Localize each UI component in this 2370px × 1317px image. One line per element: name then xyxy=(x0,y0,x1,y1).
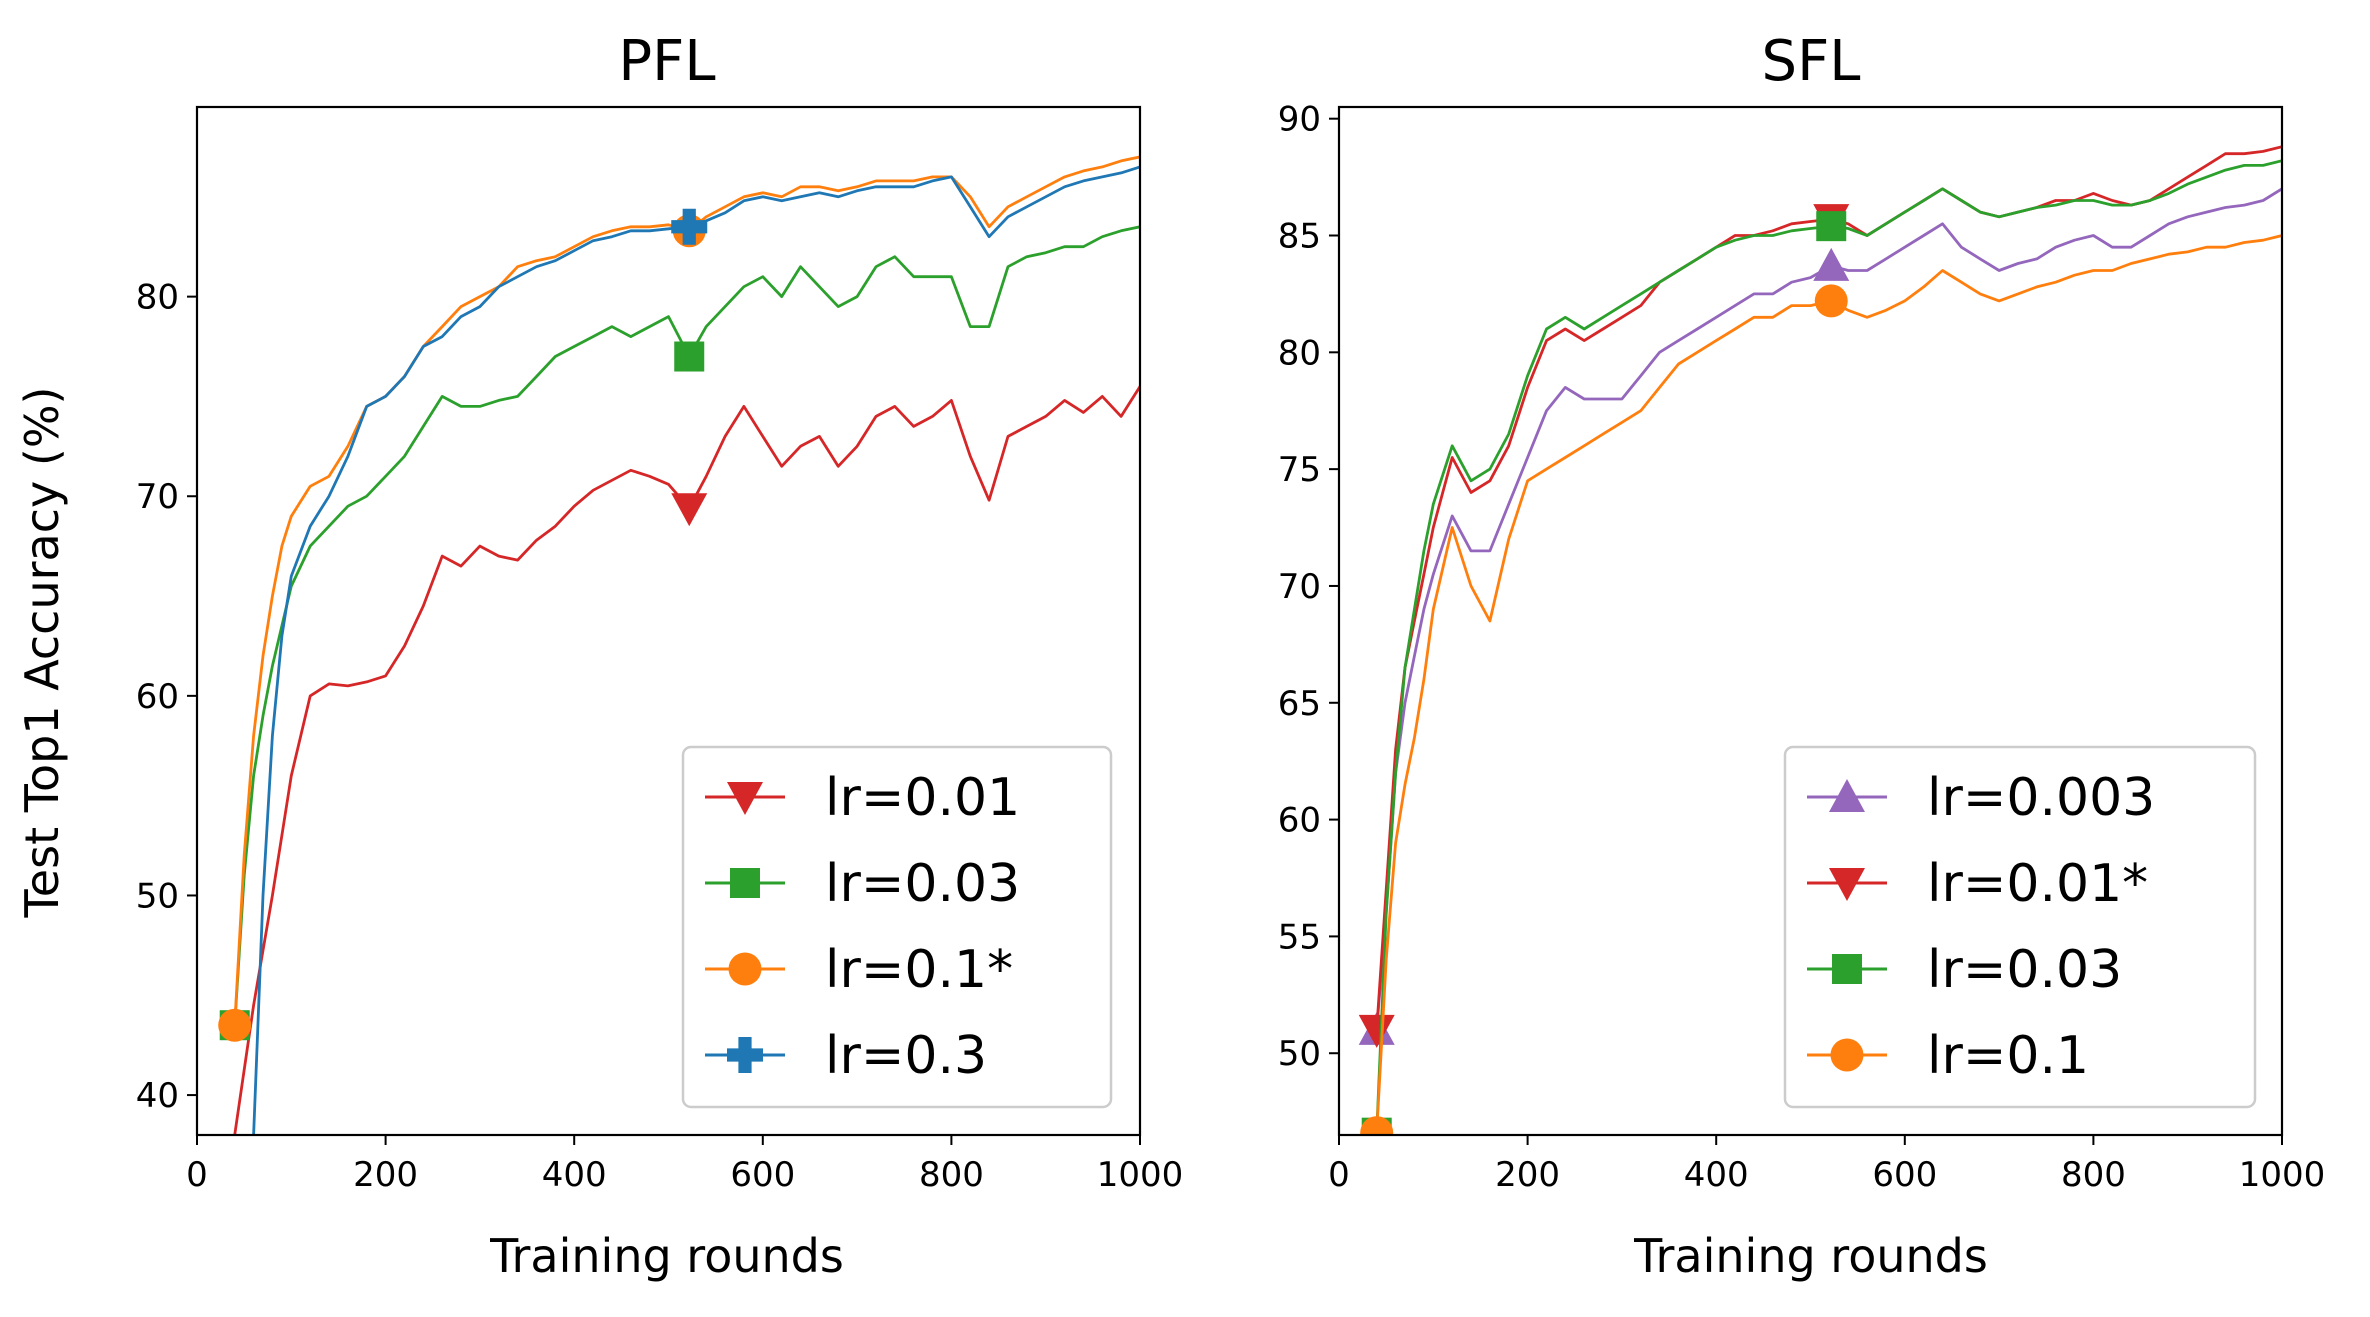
legend-box xyxy=(1783,745,2257,1109)
x-tick-label: 200 xyxy=(353,1155,418,1195)
sfl-ticks: 0 200 400 600 800 1000 50 55 60 65 70 75 80 85 90 xyxy=(1278,100,2326,1195)
pfl-plot-area xyxy=(218,155,1140,1135)
series-lr=0.3 xyxy=(252,165,1140,1135)
x-tick-label: 600 xyxy=(730,1155,795,1195)
series-lr=0.01 xyxy=(233,385,1140,1135)
data-marker xyxy=(1813,247,1850,281)
legend-marker xyxy=(1830,1038,1864,1072)
sfl-plot-area xyxy=(1358,145,2282,1135)
legend-item: lr=0.1* xyxy=(705,940,1013,1000)
x-tick-label: 0 xyxy=(186,1155,208,1195)
legend-item: lr=0.003 xyxy=(1807,768,2155,828)
legend-item: lr=0.01 xyxy=(705,768,1020,828)
y-tick-label: 50 xyxy=(136,876,179,916)
data-marker xyxy=(1814,284,1848,318)
series-line xyxy=(233,155,1140,1027)
legend-label: lr=0.03 xyxy=(825,854,1020,914)
pfl-axes-frame xyxy=(195,105,1142,1137)
data-marker xyxy=(1358,1014,1395,1048)
y-tick-label: 80 xyxy=(136,278,179,318)
series-line xyxy=(1375,159,2282,1135)
y-tick-label: 50 xyxy=(1278,1034,1321,1074)
x-tick-label: 0 xyxy=(1328,1155,1350,1195)
sfl-title: SFL xyxy=(1762,29,1861,94)
legend-item: lr=0.1 xyxy=(1807,1026,2089,1086)
pfl-panel: PFL Training rounds Test Top1 Accuracy (… xyxy=(15,29,1183,1283)
y-tick-label: 70 xyxy=(136,477,179,517)
y-tick-label: 80 xyxy=(1278,333,1321,373)
pfl-y-axis-label: Test Top1 Accuracy (%) xyxy=(15,387,69,919)
x-tick-label: 600 xyxy=(1872,1155,1937,1195)
series-line xyxy=(1375,187,2282,1032)
y-tick-label: 40 xyxy=(136,1076,179,1116)
y-tick-label: 85 xyxy=(1278,217,1321,257)
legend-marker xyxy=(1829,779,1865,812)
data-marker xyxy=(1816,211,1847,242)
legend-box xyxy=(681,745,1113,1109)
y-tick-label: 75 xyxy=(1278,450,1321,490)
y-tick-label: 65 xyxy=(1278,684,1321,724)
legend-marker xyxy=(728,952,762,986)
x-tick-label: 200 xyxy=(1495,1155,1560,1195)
legend-item: lr=0.03 xyxy=(1807,940,2122,1000)
sfl-axes-frame xyxy=(1337,105,2284,1137)
legend-label: lr=0.3 xyxy=(825,1026,987,1086)
data-marker xyxy=(671,493,708,527)
y-tick-label: 60 xyxy=(1278,801,1321,841)
pfl-ticks: 0 200 400 600 800 1000 40 50 60 70 80 xyxy=(136,278,1184,1195)
data-marker xyxy=(218,1008,252,1042)
series-line xyxy=(1375,145,2282,1032)
legend-label: lr=0.01* xyxy=(1927,854,2148,914)
data-marker xyxy=(674,341,705,372)
series-lr=0.1 xyxy=(1360,234,2282,1135)
x-tick-label: 1000 xyxy=(2239,1155,2326,1195)
y-tick-label: 55 xyxy=(1278,917,1321,957)
series-line xyxy=(1375,234,2282,1135)
legend-item: lr=0.01* xyxy=(1807,854,2148,914)
sfl-panel: SFL Training rounds 0 200 400 600 800 1000 50 5… xyxy=(1278,29,2326,1283)
legend-label: lr=0.1* xyxy=(825,940,1013,1000)
legend-label: lr=0.003 xyxy=(1927,768,2155,828)
sfl-x-axis-label: Training rounds xyxy=(1633,1229,1988,1283)
pfl-title: PFL xyxy=(618,29,715,94)
y-tick-label: 90 xyxy=(1278,100,1321,140)
legend-marker xyxy=(730,868,760,898)
x-tick-label: 1000 xyxy=(1097,1155,1184,1195)
legend-label: lr=0.01 xyxy=(825,768,1020,828)
x-tick-label: 800 xyxy=(2061,1155,2126,1195)
sfl-legend: lr=0.003 lr=0.01* lr=0.03 lr=0.1 xyxy=(1783,745,2257,1109)
pfl-x-axis-label: Training rounds xyxy=(489,1229,844,1283)
data-marker xyxy=(671,208,708,245)
legend-label: lr=0.03 xyxy=(1927,940,2122,1000)
legend-marker xyxy=(1832,954,1862,984)
legend-item: lr=0.3 xyxy=(705,1026,987,1086)
x-tick-label: 400 xyxy=(542,1155,607,1195)
legend-item: lr=0.03 xyxy=(705,854,1020,914)
pfl-legend: lr=0.01 lr=0.03 lr=0.1* lr=0.3 xyxy=(681,745,1113,1109)
y-tick-label: 70 xyxy=(1278,567,1321,607)
y-tick-label: 60 xyxy=(136,677,179,717)
series-line xyxy=(233,225,1140,1027)
legend-marker xyxy=(727,1037,763,1073)
legend-label: lr=0.1 xyxy=(1927,1026,2089,1086)
x-tick-label: 400 xyxy=(1684,1155,1749,1195)
legend-marker xyxy=(727,782,763,815)
data-marker xyxy=(1360,1116,1394,1135)
x-tick-label: 800 xyxy=(919,1155,984,1195)
legend-marker xyxy=(1829,868,1865,901)
